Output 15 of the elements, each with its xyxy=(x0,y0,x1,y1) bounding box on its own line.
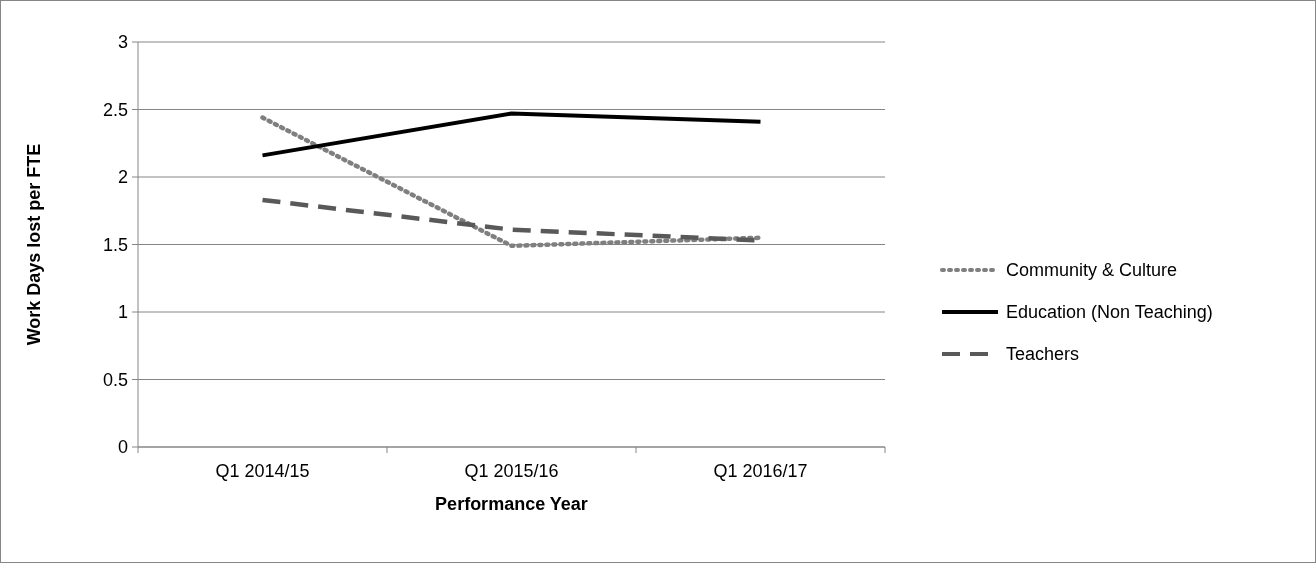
legend-label: Teachers xyxy=(1006,344,1080,365)
x-axis-title: Performance Year xyxy=(435,494,588,514)
legend-label: Education (Non Teaching) xyxy=(1006,302,1213,323)
y-tick-label: 3 xyxy=(117,32,128,53)
x-tick-label: Q1 2015/16 xyxy=(464,461,559,481)
y-tick-label: 2.5 xyxy=(102,99,128,120)
legend-label: Community & Culture xyxy=(1006,260,1178,281)
y-tick-label: 0 xyxy=(117,437,128,458)
y-tick-label: 2 xyxy=(117,167,128,188)
y-tick-label: 0.5 xyxy=(102,369,128,390)
y-tick-label: 1.5 xyxy=(102,234,128,255)
y-axis-title: Work Days lost per FTE xyxy=(24,143,44,346)
x-tick-label: Q1 2016/17 xyxy=(713,461,808,481)
y-tick-label: 1 xyxy=(117,302,128,323)
x-tick-label: Q1 2014/15 xyxy=(215,461,310,481)
